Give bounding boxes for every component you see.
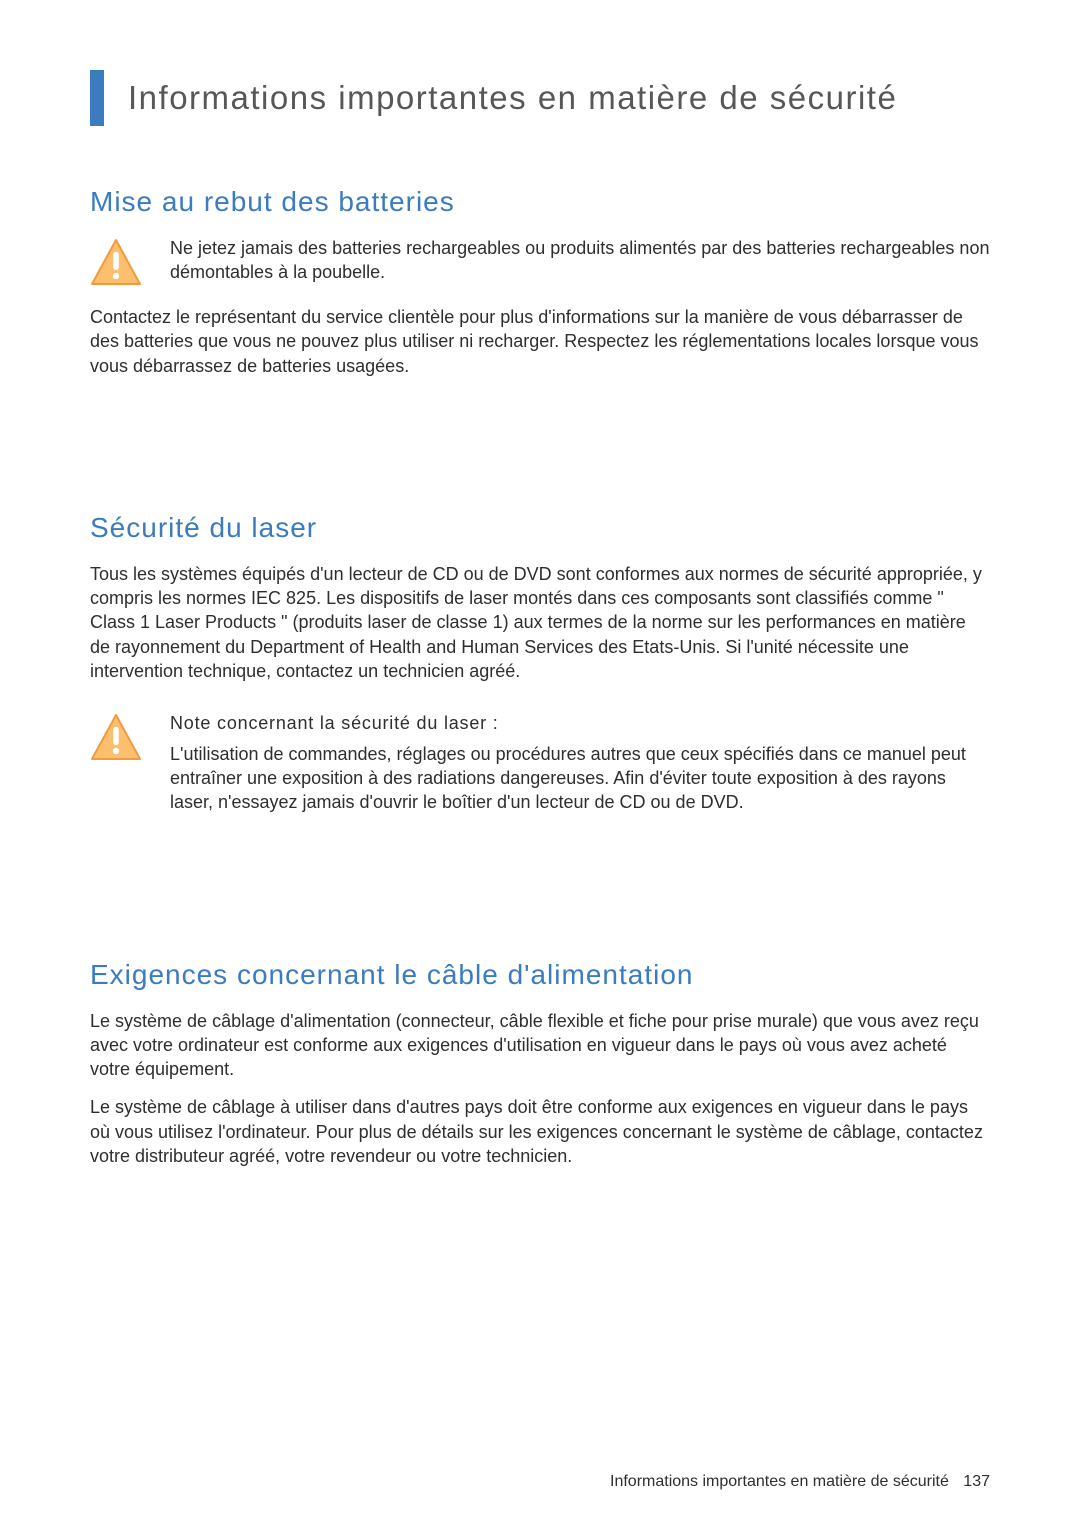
warning-block-laser: Note concernant la sécurité du laser : L… — [90, 711, 990, 814]
warning-icon — [90, 713, 142, 766]
section-heading-power: Exigences concernant le câble d'alimenta… — [90, 959, 990, 991]
note-body-laser: L'utilisation de commandes, réglages ou … — [170, 742, 990, 815]
body-text-power-2: Le système de câblage à utiliser dans d'… — [90, 1095, 990, 1168]
warning-text-laser: Note concernant la sécurité du laser : L… — [170, 711, 990, 814]
warning-block-battery: Ne jetez jamais des batteries rechargeab… — [90, 236, 990, 291]
body-text-battery: Contactez le représentant du service cli… — [90, 305, 990, 378]
body-text-laser: Tous les systèmes équipés d'un lecteur d… — [90, 562, 990, 683]
title-accent-bar — [90, 70, 104, 126]
footer-label: Informations importantes en matière de s… — [610, 1473, 949, 1490]
section-heading-battery: Mise au rebut des batteries — [90, 186, 990, 218]
page-footer: Informations importantes en matière de s… — [610, 1473, 990, 1491]
note-title-laser: Note concernant la sécurité du laser : — [170, 711, 990, 735]
warning-icon — [90, 238, 142, 291]
page: Informations importantes en matière de s… — [0, 0, 1080, 1529]
footer-page-number: 137 — [963, 1473, 990, 1490]
body-text-power-1: Le système de câblage d'alimentation (co… — [90, 1009, 990, 1082]
page-title: Informations importantes en matière de s… — [128, 79, 897, 117]
warning-text-battery: Ne jetez jamais des batteries rechargeab… — [170, 236, 990, 285]
section-heading-laser: Sécurité du laser — [90, 512, 990, 544]
title-row: Informations importantes en matière de s… — [90, 70, 990, 126]
